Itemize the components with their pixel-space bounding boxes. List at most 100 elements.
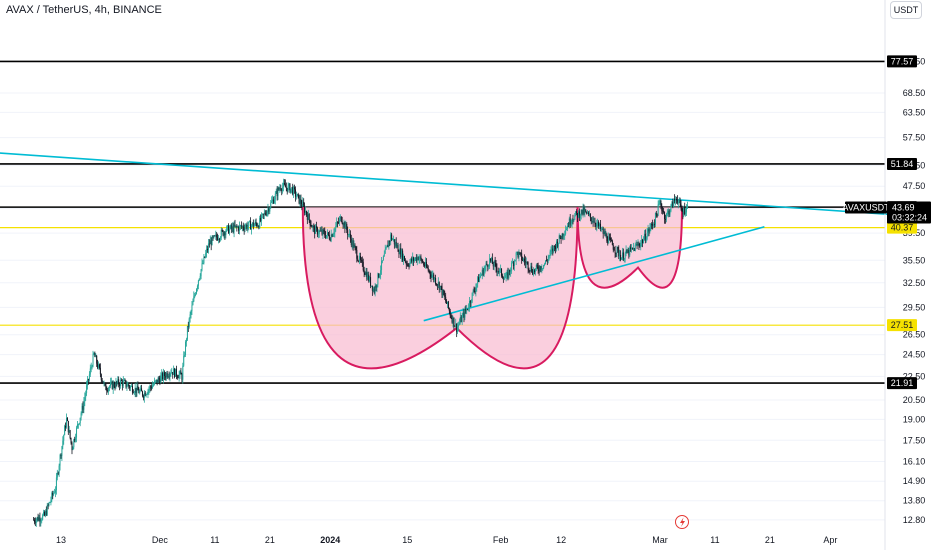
candle-body xyxy=(179,371,181,375)
candle-body xyxy=(174,368,176,377)
candle-body xyxy=(221,229,223,231)
candle-body xyxy=(220,229,222,238)
candle-body xyxy=(367,274,369,280)
x-tick-label: 12 xyxy=(556,535,566,545)
candle-body xyxy=(216,234,218,238)
candle-body xyxy=(87,379,89,386)
candle-body xyxy=(61,446,63,456)
candle-body xyxy=(51,493,53,501)
candle-body xyxy=(505,275,507,278)
candle-body xyxy=(348,233,350,235)
x-tick-label: 21 xyxy=(265,535,275,545)
candle-body xyxy=(114,386,116,388)
candle-body xyxy=(533,270,535,275)
candle-body xyxy=(610,239,612,241)
candle-body xyxy=(412,257,414,262)
candle-body xyxy=(601,228,603,230)
candle-body xyxy=(48,502,50,506)
candle-body xyxy=(67,420,69,433)
last-price-symbol: AVAXUSDT xyxy=(842,202,890,212)
candle-body xyxy=(270,202,272,208)
candle-body xyxy=(675,199,677,201)
candle-body xyxy=(678,200,680,202)
candle-body xyxy=(240,225,242,227)
candle-body xyxy=(36,517,38,520)
candle-body xyxy=(50,500,52,503)
candle-body xyxy=(419,256,421,259)
candle-body xyxy=(492,263,494,267)
candle-body xyxy=(465,309,467,311)
candle-body xyxy=(160,376,162,383)
candle-body xyxy=(155,379,157,381)
candle-body xyxy=(78,423,80,424)
candle-body xyxy=(65,417,67,428)
candle-body xyxy=(272,199,274,204)
candle-body xyxy=(401,250,403,258)
candle-body xyxy=(336,222,338,226)
candle-body xyxy=(414,259,416,261)
candle-body xyxy=(384,249,386,254)
candle-body xyxy=(196,285,198,290)
candle-body xyxy=(194,295,196,297)
candle-body xyxy=(352,240,354,248)
candle-body xyxy=(117,379,119,383)
candle-body xyxy=(198,278,200,281)
candle-body xyxy=(219,237,221,240)
candle-body xyxy=(531,266,533,272)
candle-body xyxy=(231,226,233,229)
candle-body xyxy=(670,204,672,211)
candle-body xyxy=(54,492,56,494)
candle-body xyxy=(599,223,601,227)
candle-body xyxy=(580,209,582,216)
candle-body xyxy=(639,245,641,247)
candle-body xyxy=(636,244,638,246)
candle-body xyxy=(522,260,524,261)
candle-body xyxy=(382,256,384,261)
currency-button[interactable]: USDT xyxy=(890,1,922,19)
candle-body xyxy=(170,373,172,374)
candle-body xyxy=(276,190,278,197)
candle-body xyxy=(579,215,581,218)
candle-body xyxy=(152,385,154,389)
candle-body xyxy=(661,206,663,211)
candle-body xyxy=(674,198,676,201)
candle-body xyxy=(351,240,353,246)
candle-body xyxy=(555,246,557,250)
candle-body xyxy=(600,228,602,230)
candle-body xyxy=(88,374,90,380)
candle-body xyxy=(545,260,547,262)
candle-body xyxy=(339,216,341,219)
y-tick-label: 22.50 xyxy=(903,371,926,381)
candle-body xyxy=(446,301,448,304)
candle-body xyxy=(280,188,282,190)
candle-body xyxy=(288,184,290,186)
candle-body xyxy=(205,253,207,258)
candle-body xyxy=(103,382,105,384)
candle-body xyxy=(548,255,550,258)
candle-body xyxy=(507,272,509,278)
candle-body xyxy=(305,211,307,213)
candle-body xyxy=(399,248,401,254)
candle-body xyxy=(613,249,615,251)
candle-body xyxy=(360,259,362,261)
flash-circle-icon[interactable] xyxy=(675,515,689,529)
candle-body xyxy=(327,232,329,235)
candle-body xyxy=(426,266,428,268)
candle-body xyxy=(237,227,239,228)
candle-body xyxy=(486,263,488,265)
candle-body xyxy=(381,260,383,271)
candle-body xyxy=(337,222,339,224)
candle-body xyxy=(94,353,96,358)
candle-body xyxy=(398,251,400,254)
candle-body xyxy=(261,213,263,215)
candle-body xyxy=(383,253,385,257)
candle-body xyxy=(239,225,241,227)
candle-body xyxy=(554,245,556,247)
candle-body xyxy=(566,225,568,229)
candle-body xyxy=(193,296,195,302)
candle-body xyxy=(473,290,475,292)
candle-body xyxy=(611,240,613,246)
candle-body xyxy=(142,395,144,398)
candle-body xyxy=(566,228,568,231)
